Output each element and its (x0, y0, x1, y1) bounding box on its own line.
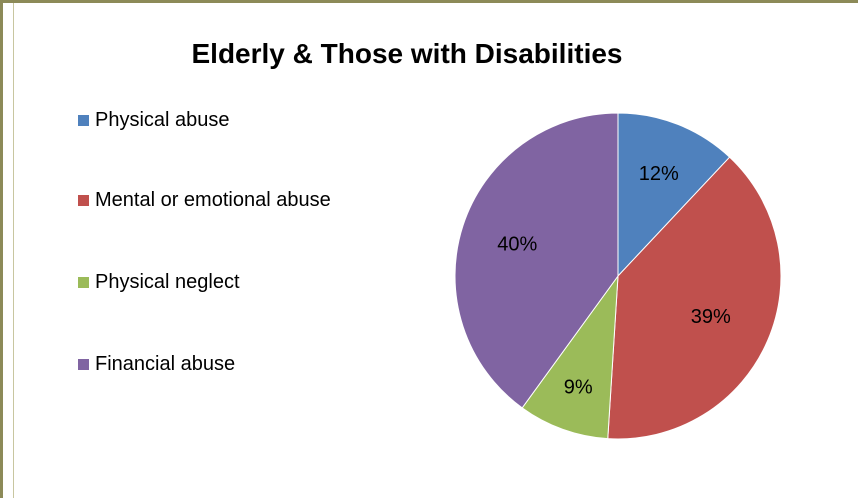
legend-item-physical-neglect: Physical neglect (78, 266, 345, 298)
legend-swatch-physical-neglect (78, 277, 89, 288)
slice-label-mental-abuse: 39% (691, 306, 731, 328)
legend-item-physical-abuse: Physical abuse (78, 104, 345, 136)
legend-label: Physical abuse (95, 109, 230, 131)
pie-slice-financial-abuse (454, 112, 619, 409)
pie-slice-physical-neglect (521, 274, 619, 440)
legend-item-financial-abuse: Financial abuse (78, 348, 345, 380)
legend-label: Financial abuse (95, 353, 236, 375)
pie-slice-mental-abuse (607, 156, 782, 440)
slice-label-physical-neglect: 9% (564, 376, 593, 398)
legend-swatch-physical-abuse (78, 115, 89, 126)
legend-label: Physical neglect (95, 271, 240, 293)
legend-swatch-mental-abuse (78, 195, 89, 206)
legend-item-mental-abuse: Mental or emotional abuse (78, 184, 335, 216)
chart-title: Elderly & Those with Disabilities (191, 38, 623, 69)
legend-swatch-financial-abuse (78, 359, 89, 370)
slice-label-financial-abuse: 40% (497, 233, 537, 255)
pie-slice-physical-abuse (617, 112, 731, 278)
legend-label: Mental or emotional abuse (95, 189, 331, 211)
slice-label-physical-abuse: 12% (639, 163, 679, 185)
